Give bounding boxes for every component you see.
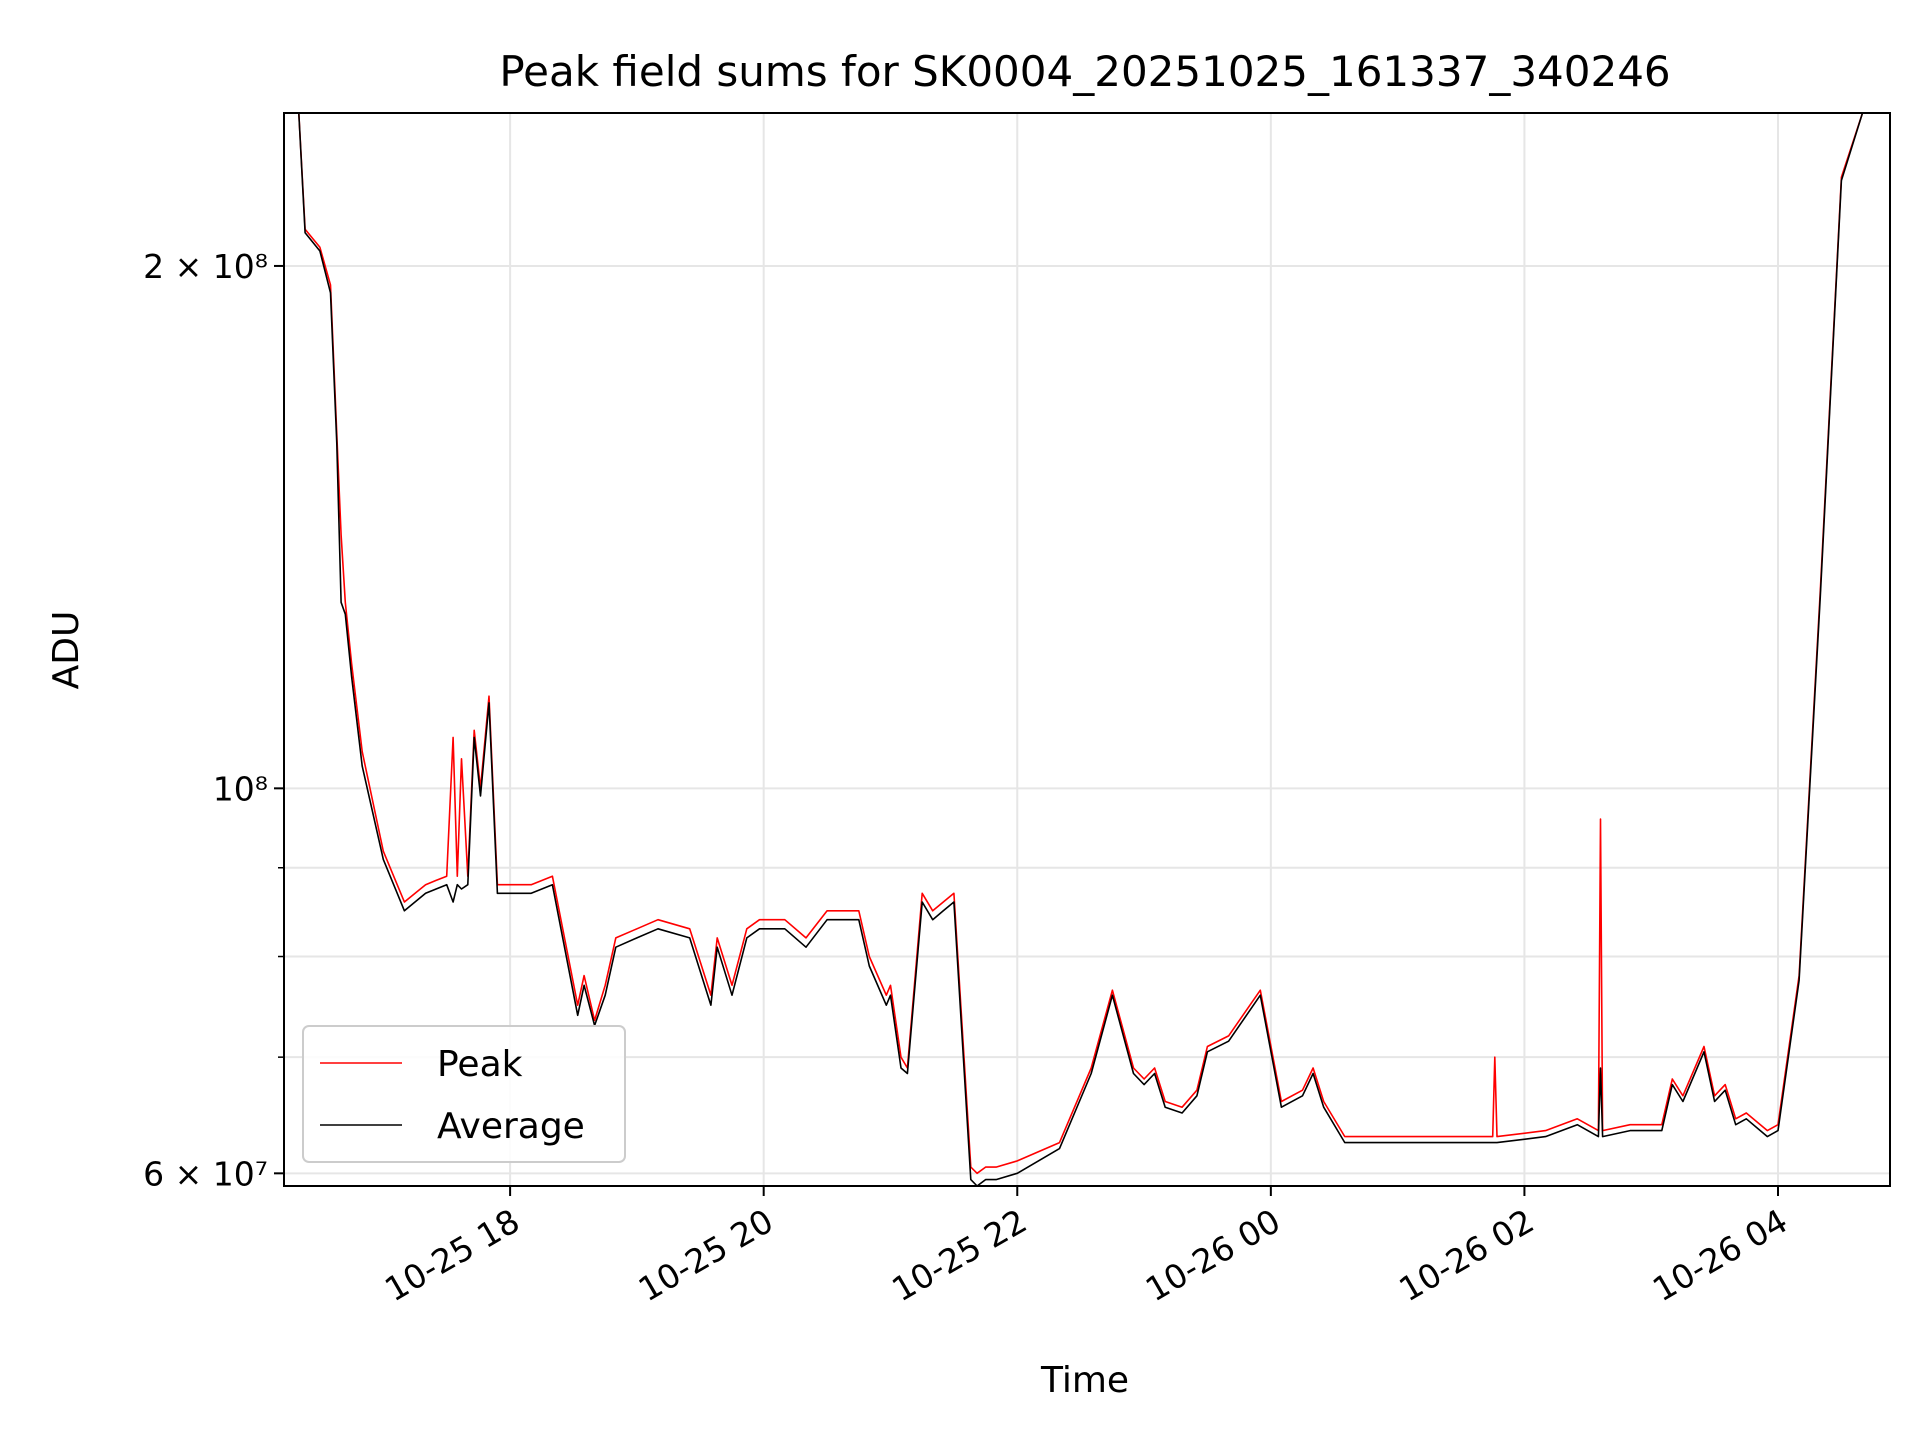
series-lines (284, 112, 1890, 1187)
y-tick-label: 10⁸ (213, 769, 268, 808)
legend-label-peak: Peak (437, 1044, 523, 1085)
grid-lines (284, 113, 1890, 1186)
chart-title: Peak field sums for SK0004_20251025_1613… (499, 47, 1670, 96)
x-tick-label: 10-25 18 (378, 1201, 526, 1309)
y-tick-label: 2 × 10⁸ (143, 247, 268, 286)
series-line-average (284, 112, 1890, 1187)
legend-label-average: Average (437, 1106, 585, 1147)
x-tick-label: 10-26 02 (1392, 1201, 1540, 1309)
x-tick-label: 10-26 00 (1139, 1201, 1287, 1309)
x-tick-label: 10-26 04 (1646, 1201, 1794, 1309)
x-tick-label: 10-25 20 (632, 1201, 780, 1309)
y-tick-label: 6 × 10⁷ (143, 1154, 268, 1193)
x-axis-label: Time (1040, 1360, 1129, 1401)
series-line-peak (284, 112, 1890, 1175)
plot-area-frame (283, 112, 1891, 1187)
x-tick-label: 10-25 22 (885, 1201, 1033, 1309)
legend: Peak Average (302, 1025, 626, 1163)
y-axis-label: ADU (46, 611, 87, 690)
legend-box (302, 1025, 626, 1163)
